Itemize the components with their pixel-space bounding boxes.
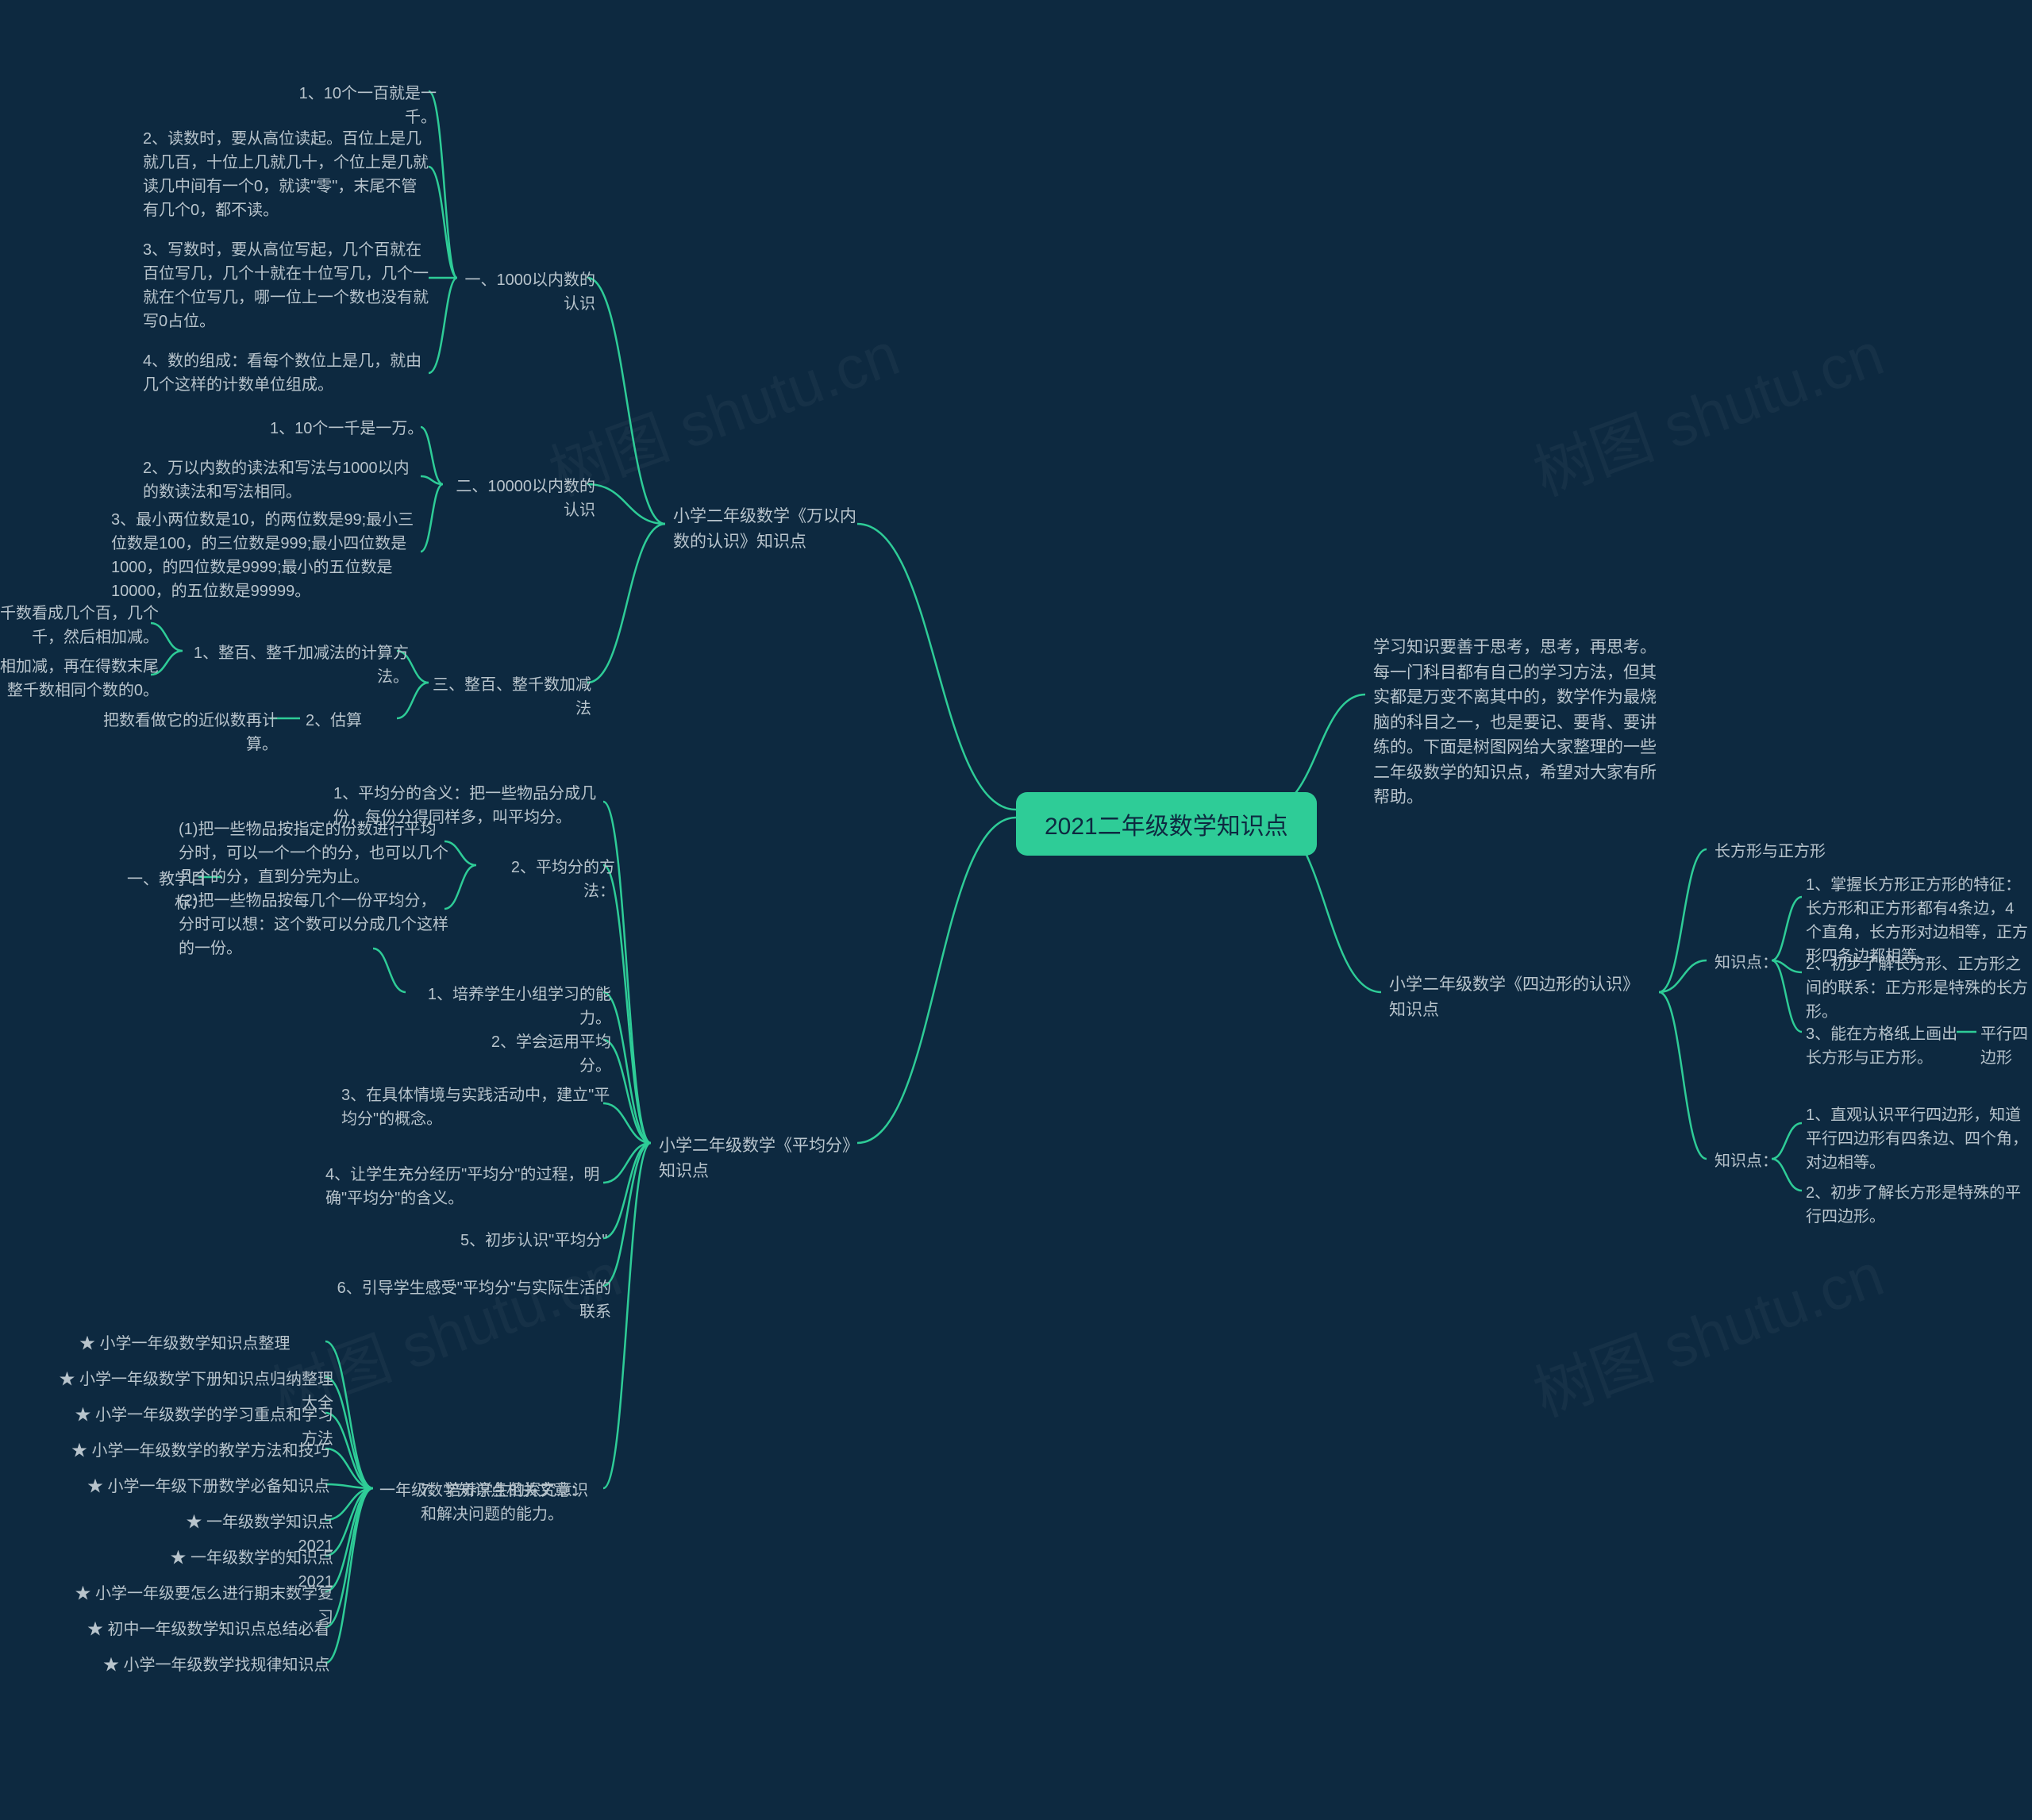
wan-s3-a1: (1)把整百、整千数看成几个百，几个千，然后相加减。 bbox=[0, 602, 159, 649]
intro-text: 学习知识要善于思考，思考，再思考。每一门科目都有自己的学习方法，但其实都是万变不… bbox=[1373, 635, 1659, 810]
pingjun-goal: 一、教学目标： bbox=[111, 868, 206, 915]
wan-s1-i3: 3、写数时，要从高位写起，几个百就在百位写几，几个十就在十位写几，几个一就在个位… bbox=[143, 238, 429, 333]
wan-s1-i4: 4、数的组成：看每个数位上是几，就由几个这样的计数单位组成。 bbox=[143, 349, 429, 397]
related-3: ★ 小学一年级数学的教学方法和技巧 bbox=[71, 1439, 330, 1463]
pingjun-i7: 5、初步认识"平均分" bbox=[460, 1229, 607, 1252]
wan-s2-i1: 1、10个一千是一万。 bbox=[270, 417, 423, 441]
watermark: 树图 shutu.cn bbox=[1520, 1226, 1893, 1433]
pingjun-i8: 6、引导学生感受"平均分"与实际生活的联系 bbox=[333, 1276, 611, 1324]
sibian-r2label: 知识点： bbox=[1714, 1149, 1778, 1173]
wan-s3-a: 1、整百、整千加减法的计算方法。 bbox=[187, 641, 409, 689]
sibian-r2-1: 1、直观认识平行四边形，知道平行四边形有四条边、四个角，对边相等。 bbox=[1806, 1103, 2028, 1175]
wan-s3-label: 三、整百、整千数加减法 bbox=[433, 673, 591, 721]
watermark: 树图 shutu.cn bbox=[1520, 306, 1893, 513]
wan-s3-a2: (2)先把0前面的数相加减，再在得数末尾添上与整百、整千数相同个数的0。 bbox=[0, 655, 159, 702]
pingjun-i3: 1、培养学生小组学习的能力。 bbox=[413, 983, 611, 1030]
wan-s1-i1: 1、10个一百就是一千。 bbox=[270, 82, 437, 129]
pingjun-i2a: (1)把一些物品按指定的份数进行平均分时，可以一个一个的分，也可以几个几个的分，… bbox=[179, 818, 448, 889]
related-4: ★ 小学一年级下册数学必备知识点 bbox=[87, 1475, 330, 1499]
sibian-r1label: 知识点： bbox=[1714, 951, 1778, 975]
sibian-r1-2: 2、初步了解长方形、正方形之间的联系：正方形是特殊的长方形。 bbox=[1806, 952, 2028, 1024]
sibian-title: 小学二年级数学《四边形的认识》知识点 bbox=[1389, 972, 1651, 1022]
related-9: ★ 小学一年级数学找规律知识点 bbox=[103, 1653, 330, 1677]
pingjun-i4: 2、学会运用平均分。 bbox=[460, 1030, 611, 1078]
wan-s3-b: 2、估算 bbox=[306, 709, 362, 733]
wan-title: 小学二年级数学《万以内数的认识》知识点 bbox=[673, 504, 872, 554]
pingjun-i6: 4、让学生充分经历"平均分"的过程，明确"平均分"的含义。 bbox=[325, 1163, 611, 1210]
wan-s1-i2: 2、读数时，要从高位读起。百位上是几就几百，十位上几就几十，个位上是几就读几中间… bbox=[143, 127, 429, 222]
related-label: 一年级数学知识点相关文章： bbox=[379, 1479, 586, 1503]
root-node: 2021二年级数学知识点 bbox=[1016, 792, 1317, 856]
sibian-r2: 平行四边形 bbox=[1980, 1022, 2032, 1070]
sibian-r2-2: 2、初步了解长方形是特殊的平行四边形。 bbox=[1806, 1181, 2028, 1229]
pingjun-title: 小学二年级数学《平均分》知识点 bbox=[659, 1133, 865, 1183]
wan-s3-b1: 把数看做它的近似数再计算。 bbox=[95, 709, 278, 756]
wan-s2-i2: 2、万以内数的读法和写法与1000以内的数读法和写法相同。 bbox=[143, 456, 421, 504]
pingjun-i2: 2、平均分的方法： bbox=[480, 856, 615, 903]
pingjun-i2b: (2)把一些物品按每几个一份平均分，分时可以想：这个数可以分成几个这样的一份。 bbox=[179, 889, 448, 960]
sibian-r1: 长方形与正方形 bbox=[1714, 840, 1826, 864]
related-0: ★ 小学一年级数学知识点整理 bbox=[79, 1332, 291, 1356]
related-8: ★ 初中一年级数学知识点总结必看 bbox=[87, 1618, 330, 1641]
pingjun-i5: 3、在具体情境与实践活动中，建立"平均分"的概念。 bbox=[341, 1083, 611, 1131]
wan-s2-label: 二、10000以内数的认识 bbox=[444, 475, 595, 522]
sibian-r1-3: 3、能在方格纸上画出长方形与正方形。 bbox=[1806, 1022, 1965, 1070]
wan-s1-label: 一、1000以内数的认识 bbox=[460, 268, 595, 316]
wan-s2-i3: 3、最小两位数是10，的两位数是99;最小三位数是100，的三位数是999;最小… bbox=[111, 508, 429, 603]
